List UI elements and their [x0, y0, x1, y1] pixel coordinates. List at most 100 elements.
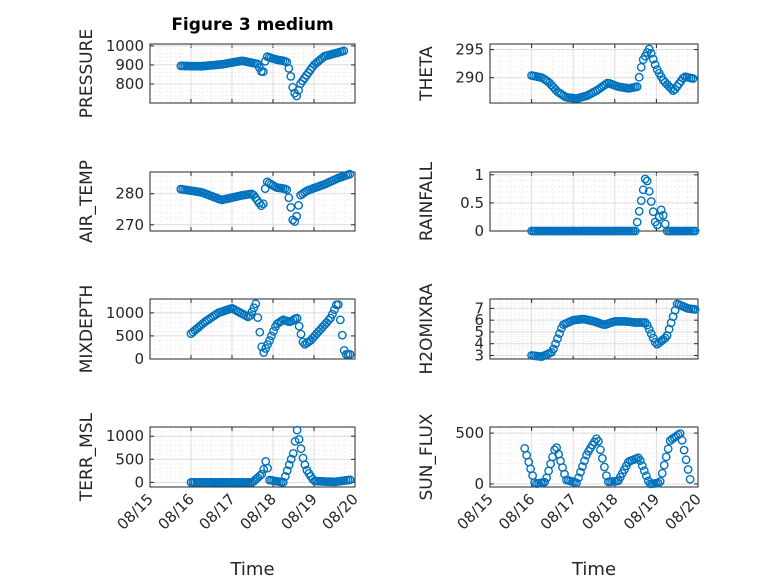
axes-frame: [149, 298, 356, 360]
data-point: [636, 62, 646, 72]
data-point: [278, 477, 288, 487]
data-point: [576, 467, 585, 477]
x-tick-label: 08/17: [196, 490, 239, 533]
data-point: [259, 464, 269, 474]
data-point: [280, 471, 290, 481]
data-point: [298, 337, 308, 347]
data-point: [345, 349, 355, 359]
x-tick-label: 08/15: [114, 490, 157, 533]
y-axis-label: SUN_FLUX: [417, 413, 437, 500]
data-point: [646, 329, 656, 339]
y-tick-label: 800: [115, 75, 144, 93]
y-tick-label: 0: [134, 473, 144, 491]
x-tick-label: 08/19: [620, 490, 663, 533]
series-markers: [186, 425, 355, 487]
data-point: [632, 82, 642, 92]
data-point: [641, 471, 651, 481]
data-point: [345, 169, 355, 179]
subplot-air_temp: 270 280 AIR_TEMP: [77, 160, 356, 243]
data-point: [642, 176, 652, 186]
x-tick-label: 08/16: [495, 490, 538, 533]
data-point: [292, 211, 302, 221]
data-point: [555, 329, 564, 338]
series-markers: [527, 44, 698, 103]
data-point: [300, 460, 310, 470]
series-markers: [176, 169, 355, 226]
data-point: [574, 473, 583, 483]
y-tick-label: 0: [474, 475, 484, 493]
y-tick-label: 290: [455, 69, 484, 87]
data-point: [646, 49, 656, 58]
data-point: [258, 199, 268, 209]
x-tick-label: 08/18: [578, 490, 621, 533]
data-point: [284, 460, 294, 470]
y-tick-label: 7: [474, 299, 484, 317]
data-point: [660, 333, 670, 343]
data-point: [600, 462, 609, 472]
data-point: [632, 217, 642, 227]
data-point: [634, 206, 644, 216]
y-axis-label: PRESSURE: [77, 29, 97, 118]
data-point: [258, 67, 268, 77]
y-tick-label: 900: [115, 56, 144, 74]
data-point: [658, 210, 668, 220]
data-point: [540, 477, 549, 487]
data-point: [549, 344, 558, 354]
series-markers: [527, 299, 700, 361]
data-point: [644, 44, 654, 54]
axes-frame: [149, 171, 356, 232]
data-point: [257, 469, 267, 479]
data-point: [685, 474, 695, 484]
data-point: [661, 452, 671, 462]
data-point: [294, 434, 304, 444]
y-axis-label: RAINFALL: [417, 161, 437, 241]
data-point: [635, 456, 645, 465]
data-point: [683, 465, 693, 474]
y-tick-label: 1: [474, 166, 484, 184]
data-point: [553, 334, 562, 343]
x-axis-label: Time: [571, 559, 616, 580]
data-point: [339, 46, 349, 56]
data-point: [253, 313, 263, 322]
x-tick-label: 08/18: [237, 490, 280, 533]
data-point: [634, 72, 644, 82]
y-tick-label: 280: [115, 185, 144, 203]
data-point: [659, 460, 669, 470]
data-point: [256, 201, 266, 211]
y-axis-label: TERR_MSL: [77, 412, 97, 502]
data-point: [255, 471, 265, 481]
data-point: [646, 197, 656, 206]
y-axis-label: AIR_TEMP: [77, 160, 97, 243]
data-point: [688, 74, 698, 83]
axes-frame: [489, 43, 699, 104]
axes-frame: [149, 43, 356, 104]
data-point: [653, 478, 663, 488]
data-point: [265, 336, 274, 345]
data-point: [284, 193, 294, 203]
data-point: [263, 463, 272, 473]
y-tick-label: 0.5: [460, 194, 484, 212]
data-point: [251, 299, 261, 309]
data-point: [292, 91, 302, 101]
data-point: [578, 462, 587, 471]
data-point: [690, 226, 700, 236]
y-tick-label: 0: [474, 222, 484, 240]
data-point: [560, 469, 569, 479]
data-point: [290, 217, 300, 226]
series-markers: [186, 299, 355, 359]
data-point: [656, 205, 666, 215]
data-point: [286, 202, 296, 212]
y-axis-label: THETA: [417, 46, 437, 102]
data-point: [286, 454, 296, 464]
axes-frame: [489, 298, 699, 360]
data-point: [636, 196, 646, 206]
y-tick-label: 500: [115, 327, 144, 345]
data-point: [282, 185, 292, 195]
axes-frame: [149, 426, 356, 488]
data-point: [663, 444, 673, 454]
x-tick-label: 08/20: [662, 490, 705, 533]
data-point: [335, 315, 345, 325]
